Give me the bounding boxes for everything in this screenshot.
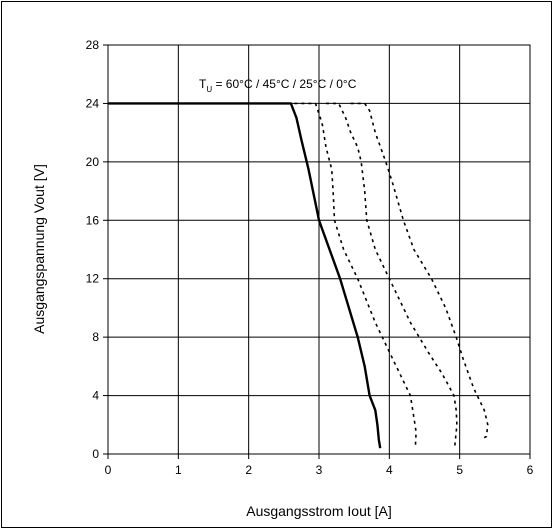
x-axis-label: Ausgangsstrom Iout [A] <box>246 503 392 519</box>
y-tick-label: 28 <box>86 38 100 52</box>
series-layer <box>108 102 489 449</box>
x-tick-label: 1 <box>175 463 182 477</box>
y-tick-label: 24 <box>86 96 100 110</box>
y-tick-label: 4 <box>92 389 99 403</box>
series-line-1 <box>108 102 382 449</box>
series-line-2 <box>294 102 417 447</box>
y-tick-label: 16 <box>86 213 100 227</box>
x-tick-label: 2 <box>245 463 252 477</box>
series-line-4 <box>350 102 489 441</box>
y-tick-label: 20 <box>86 155 100 169</box>
y-axis-label: Ausgangspannung Vout [V] <box>31 164 47 334</box>
y-tick-label: 0 <box>92 447 99 461</box>
series-line-3 <box>326 102 458 447</box>
y-tick-label: 8 <box>92 330 99 344</box>
annotation-label: TU = 60°C / 45°C / 25°C / 0°C <box>199 77 357 94</box>
x-tick-label: 4 <box>386 463 393 477</box>
x-tick-label: 0 <box>105 463 112 477</box>
x-tick-label: 5 <box>456 463 463 477</box>
x-tick-label: 3 <box>316 463 323 477</box>
y-tick-label: 12 <box>86 272 100 286</box>
x-tick-label: 6 <box>527 463 534 477</box>
